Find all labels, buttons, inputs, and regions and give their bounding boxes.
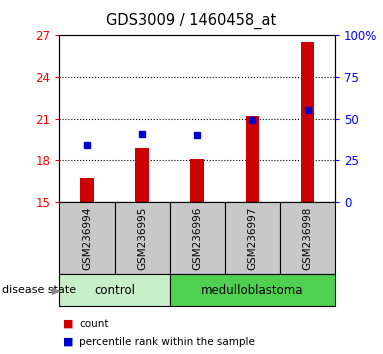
Text: GSM236994: GSM236994 <box>82 206 92 270</box>
Bar <box>135 148 149 202</box>
Text: GSM236997: GSM236997 <box>247 206 257 270</box>
Bar <box>80 178 94 202</box>
Text: ■: ■ <box>63 337 74 347</box>
Text: GSM236998: GSM236998 <box>303 206 313 270</box>
Bar <box>246 116 259 202</box>
Text: disease state: disease state <box>2 285 76 295</box>
Text: control: control <box>94 284 135 297</box>
Text: count: count <box>79 319 109 329</box>
Text: GSM236995: GSM236995 <box>137 206 147 270</box>
Text: GSM236996: GSM236996 <box>192 206 202 270</box>
Text: medulloblastoma: medulloblastoma <box>201 284 304 297</box>
Text: percentile rank within the sample: percentile rank within the sample <box>79 337 255 347</box>
Bar <box>301 42 314 202</box>
Text: ■: ■ <box>63 319 74 329</box>
Bar <box>190 160 204 202</box>
Text: GDS3009 / 1460458_at: GDS3009 / 1460458_at <box>106 12 277 29</box>
Text: ▶: ▶ <box>52 285 60 295</box>
